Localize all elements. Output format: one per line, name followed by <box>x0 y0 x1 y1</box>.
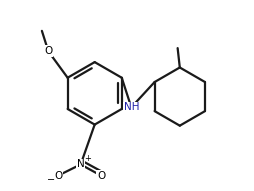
Text: NH: NH <box>123 102 139 112</box>
Text: −: − <box>47 175 55 185</box>
Text: O: O <box>44 46 53 56</box>
Text: N: N <box>77 159 85 169</box>
Text: O: O <box>97 171 105 181</box>
Text: +: + <box>84 154 91 163</box>
Text: O: O <box>54 171 62 181</box>
